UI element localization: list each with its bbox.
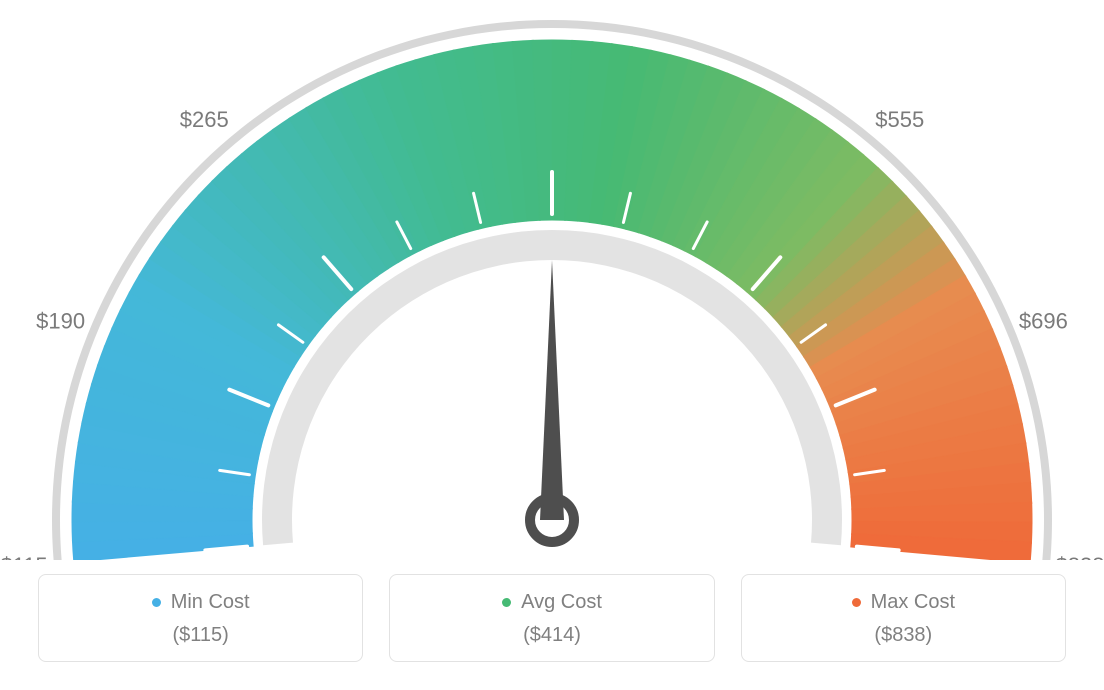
svg-text:$115: $115 bbox=[0, 553, 47, 560]
legend-title-text: Max Cost bbox=[871, 591, 955, 614]
svg-text:$555: $555 bbox=[875, 107, 924, 132]
legend-card-max: Max Cost ($838) bbox=[741, 574, 1066, 662]
dot-icon bbox=[852, 598, 861, 607]
legend-value-min: ($115) bbox=[49, 624, 352, 647]
legend-title-text: Avg Cost bbox=[521, 591, 602, 614]
svg-text:$696: $696 bbox=[1019, 308, 1068, 333]
svg-text:$190: $190 bbox=[36, 308, 85, 333]
legend-title-max: Max Cost bbox=[852, 591, 955, 614]
legend-row: Min Cost ($115) Avg Cost ($414) Max Cost… bbox=[38, 574, 1066, 662]
legend-value-avg: ($414) bbox=[400, 624, 703, 647]
legend-title-text: Min Cost bbox=[171, 591, 250, 614]
legend-card-min: Min Cost ($115) bbox=[38, 574, 363, 662]
cost-gauge: $115 $190 $265 $414 $555 $696 $838 bbox=[0, 0, 1104, 560]
svg-text:$838: $838 bbox=[1056, 553, 1104, 560]
dot-icon bbox=[502, 598, 511, 607]
legend-title-avg: Avg Cost bbox=[502, 591, 602, 614]
legend-value-max: ($838) bbox=[752, 624, 1055, 647]
legend-title-min: Min Cost bbox=[152, 591, 250, 614]
dot-icon bbox=[152, 598, 161, 607]
legend-card-avg: Avg Cost ($414) bbox=[389, 574, 714, 662]
svg-text:$265: $265 bbox=[180, 107, 229, 132]
svg-text:$414: $414 bbox=[528, 0, 577, 2]
